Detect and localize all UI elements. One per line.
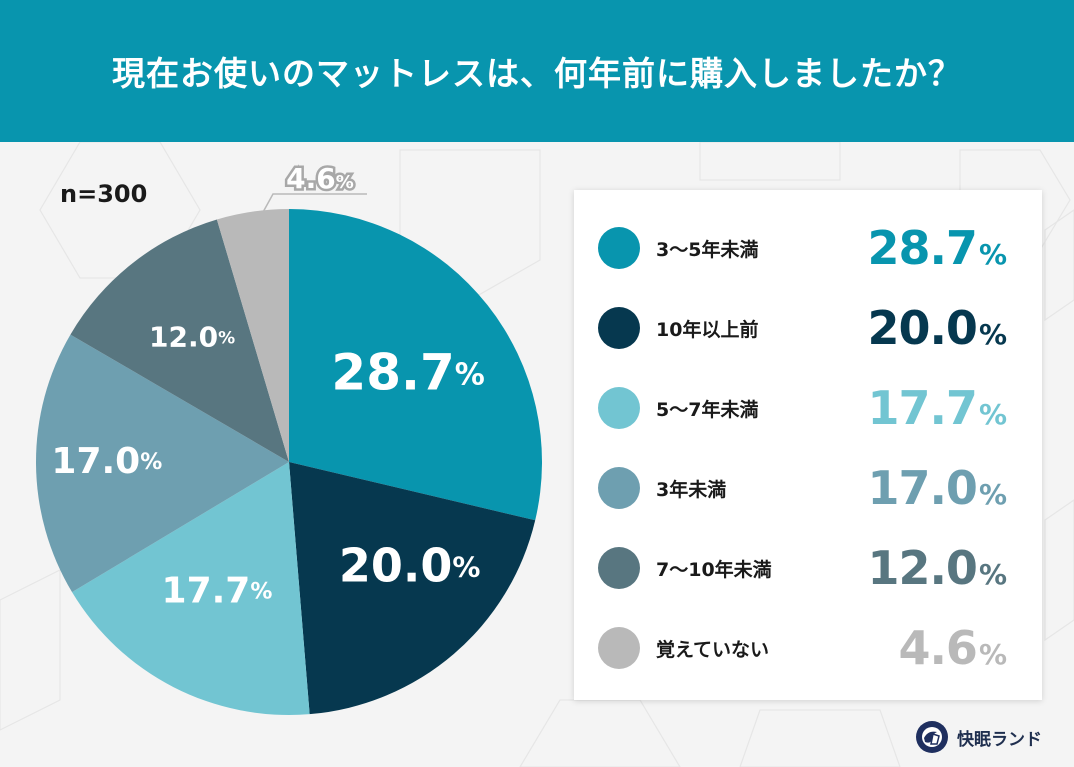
legend-value-unit: % (978, 318, 1007, 351)
legend-item: 7〜10年未満 12.0% (574, 538, 1042, 598)
legend-value: 17.0% (867, 461, 1007, 515)
legend-value-number: 20.0 (867, 301, 977, 355)
legend-value: 28.7% (867, 221, 1007, 275)
legend-swatch-icon (598, 627, 640, 669)
pie-slice (289, 462, 536, 715)
pie-slice (216, 209, 289, 462)
pie-slice (36, 334, 289, 593)
legend-value-unit: % (978, 398, 1007, 431)
legend-label: 7〜10年未満 (656, 558, 772, 581)
sample-size-label: n=300 (60, 180, 148, 208)
title-banner: 現在お使いのマットレスは、何年前に購入しましたか？ (0, 0, 1074, 142)
legend-value-number: 4.6 (898, 621, 977, 675)
legend-value-number: 28.7 (867, 221, 977, 275)
legend-value-number: 17.0 (867, 461, 977, 515)
legend-card: 3〜5年未満 28.7% 10年以上前 20.0% 5〜7年未満 17.7% 3年未満 17.… (574, 190, 1042, 700)
pie-slice-label: 12.0% (149, 321, 235, 354)
legend-label: 5〜7年未満 (656, 398, 759, 421)
pie-slice (72, 462, 310, 716)
pie-slice-label-outside: 4.6% (286, 162, 354, 195)
legend-value-unit: % (978, 478, 1007, 511)
pie-slice-label: 17.7% (162, 571, 273, 612)
legend-item: 3〜5年未満 28.7% (574, 218, 1042, 278)
legend-value-number: 12.0 (867, 541, 977, 595)
legend-label: 10年以上前 (656, 318, 759, 341)
legend-value-number: 17.7 (867, 381, 977, 435)
pie-slice (70, 219, 290, 462)
legend-item: 10年以上前 20.0% (574, 298, 1042, 358)
legend-item: 覚えていない 4.6% (574, 618, 1042, 678)
legend-value: 4.6% (898, 621, 1007, 675)
legend-value: 20.0% (867, 301, 1007, 355)
legend-swatch-icon (598, 307, 640, 349)
logo-name: 快眠ランド (957, 729, 1042, 750)
brand-logo: 快眠ランド (915, 720, 1042, 754)
pie-slice-label: 17.0% (51, 441, 162, 482)
logo-emblem-icon (916, 721, 948, 753)
legend-value-unit: % (978, 558, 1007, 591)
legend-label: 3年未満 (656, 478, 727, 501)
legend-value-unit: % (978, 638, 1007, 671)
legend-value: 12.0% (867, 541, 1007, 595)
legend-label: 3〜5年未満 (656, 238, 759, 261)
pie-slice-label: 20.0% (339, 538, 481, 592)
legend-swatch-icon (598, 387, 640, 429)
legend-swatch-icon (598, 227, 640, 269)
chart-title: 現在お使いのマットレスは、何年前に購入しましたか？ (112, 54, 962, 93)
legend-label: 覚えていない (656, 638, 770, 661)
leader-line (261, 193, 367, 215)
legend-value: 17.7% (867, 381, 1007, 435)
legend-item: 3年未満 17.0% (574, 458, 1042, 518)
pie-slice (289, 209, 542, 521)
legend-swatch-icon (598, 467, 640, 509)
legend-item: 5〜7年未満 17.7% (574, 378, 1042, 438)
pie-slice-label: 28.7% (331, 343, 484, 401)
legend-swatch-icon (598, 547, 640, 589)
legend-value-unit: % (978, 238, 1007, 271)
